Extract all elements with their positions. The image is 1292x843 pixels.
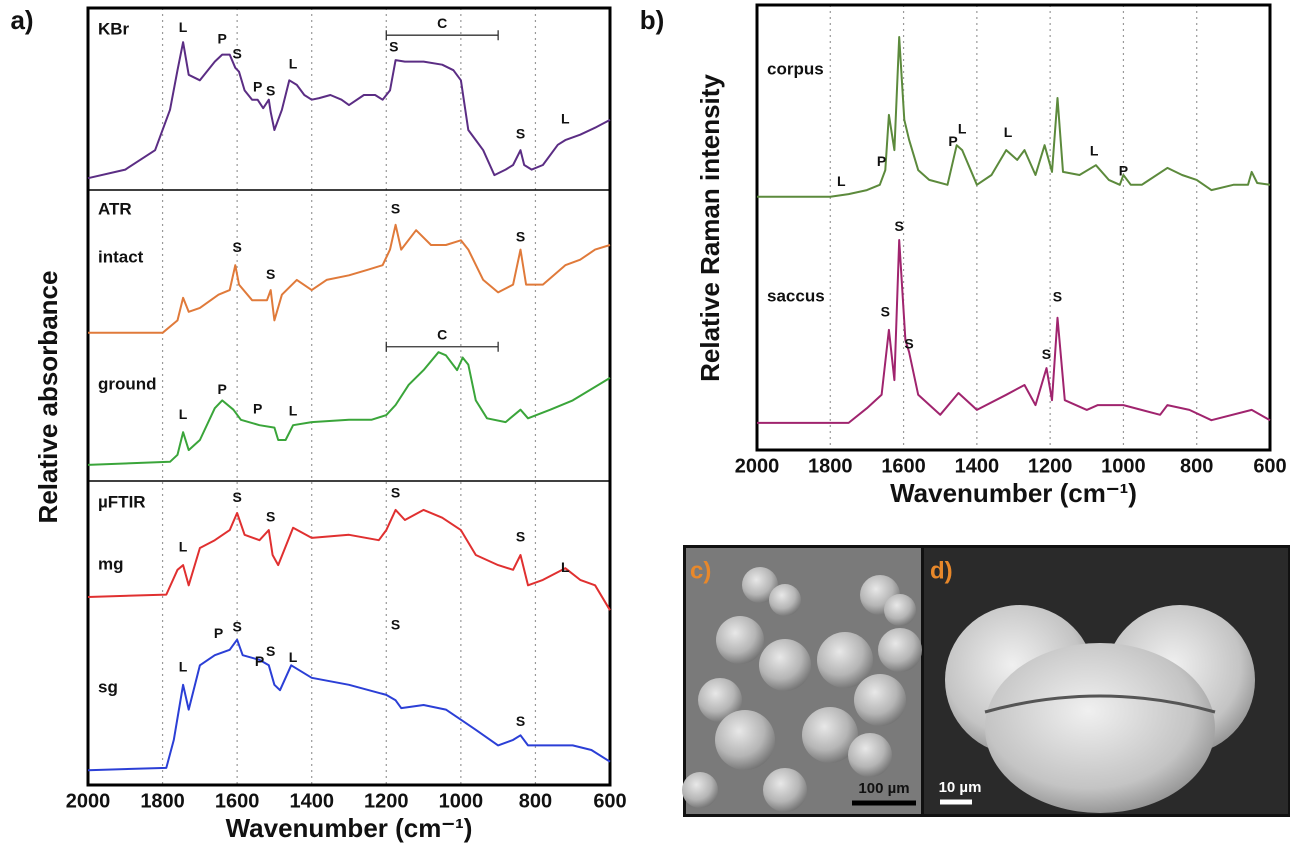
scale-bar-label: 100 µm <box>858 780 909 797</box>
series-label: corpus <box>767 59 824 78</box>
peak-label: P <box>253 79 262 95</box>
peak-label: L <box>1004 124 1013 140</box>
peak-label: L <box>289 55 298 71</box>
x-axis-title: Wavenumber (cm⁻¹) <box>890 478 1137 508</box>
sem-images: 100 µm 10 µm c) d) <box>682 545 1290 817</box>
scale-bar-label: 10 µm <box>939 779 982 796</box>
peak-label: L <box>179 406 188 422</box>
peak-label: L <box>958 121 967 137</box>
figure: 100 µm 10 µm c) d) 2000 1800 1600 1400 1200 1… <box>0 0 1292 843</box>
peak-label: L <box>289 649 298 665</box>
peak-label: S <box>232 239 241 255</box>
y-axis-title: Relative Raman intensity <box>695 74 725 382</box>
peak-label: L <box>289 403 298 419</box>
panel-label: c) <box>690 557 711 584</box>
panel-label: b) <box>640 5 665 35</box>
peak-label: S <box>516 713 525 729</box>
series-label: mg <box>98 554 124 573</box>
peak-label: P <box>877 153 886 169</box>
peak-label: P <box>218 31 227 47</box>
x-tick-label: 600 <box>593 790 626 812</box>
spectrum-line <box>88 42 610 178</box>
peak-label: L <box>179 539 188 555</box>
plot-frame <box>88 8 610 785</box>
series-label: ground <box>98 374 157 393</box>
peak-label: S <box>266 508 275 524</box>
peak-label: L <box>1090 143 1099 159</box>
x-tick-label: 1000 <box>439 790 484 812</box>
x-tick-label: 1800 <box>808 455 853 477</box>
x-tick-label: 2000 <box>735 455 780 477</box>
bracket-label: C <box>437 326 447 342</box>
peak-label: S <box>266 266 275 282</box>
peak-label: L <box>179 19 188 35</box>
peak-label: S <box>1053 289 1062 305</box>
peak-label: P <box>948 133 957 149</box>
peak-label: S <box>904 336 913 352</box>
group-label: ATR <box>98 199 132 218</box>
x-tick-label: 1600 <box>881 455 926 477</box>
peak-label: S <box>881 304 890 320</box>
x-tick-label: 1600 <box>215 790 260 812</box>
spectrum-line <box>88 510 610 610</box>
series-label: KBr <box>98 19 130 38</box>
peak-label: S <box>516 229 525 245</box>
peak-label: L <box>561 559 570 575</box>
peak-label: P <box>1119 163 1128 179</box>
x-tick-label: 1800 <box>140 790 185 812</box>
peak-label: S <box>516 125 525 141</box>
series-label: saccus <box>767 286 825 305</box>
x-tick-label: 1000 <box>1101 455 1146 477</box>
y-axis-title: Relative absorbance <box>33 271 63 524</box>
peak-label: L <box>561 111 570 127</box>
peak-label: P <box>253 400 262 416</box>
peak-label: S <box>232 489 241 505</box>
x-tick-label: 800 <box>1180 455 1213 477</box>
panel-label: d) <box>930 557 953 584</box>
series-label: sg <box>98 677 118 696</box>
x-tick-label: 1200 <box>364 790 409 812</box>
bracket <box>386 30 498 40</box>
peak-label: S <box>232 619 241 635</box>
spectrum-line <box>88 640 610 771</box>
peak-label: S <box>391 616 400 632</box>
spectrum-line <box>88 352 610 465</box>
peak-label: S <box>266 83 275 99</box>
peak-label: P <box>255 653 264 669</box>
peak-label: S <box>895 218 904 234</box>
x-axis-title: Wavenumber (cm⁻¹) <box>226 813 473 843</box>
peak-label: S <box>1042 346 1051 362</box>
bracket <box>386 342 498 352</box>
panel-label: a) <box>10 5 33 35</box>
x-tick-label: 1200 <box>1028 455 1073 477</box>
group-label: µFTIR <box>98 492 146 511</box>
x-tick-label: 2000 <box>66 790 111 812</box>
peak-label: L <box>179 658 188 674</box>
spectrum-line <box>88 225 610 333</box>
spectrum-line <box>757 240 1270 423</box>
peak-label: S <box>232 45 241 61</box>
peak-label: S <box>516 529 525 545</box>
bracket-label: C <box>437 15 447 31</box>
x-tick-label: 800 <box>519 790 552 812</box>
x-tick-label: 1400 <box>289 790 334 812</box>
x-tick-label: 600 <box>1253 455 1286 477</box>
plot-frame <box>757 5 1270 450</box>
peak-label: S <box>391 201 400 217</box>
series-label: intact <box>98 247 144 266</box>
peak-label: L <box>837 173 846 189</box>
spectrum-line <box>757 37 1270 197</box>
peak-label: S <box>266 643 275 659</box>
peak-label: S <box>391 484 400 500</box>
peak-label: P <box>218 381 227 397</box>
peak-label: S <box>389 38 398 54</box>
x-tick-label: 1400 <box>955 455 1000 477</box>
peak-label: P <box>214 625 223 641</box>
